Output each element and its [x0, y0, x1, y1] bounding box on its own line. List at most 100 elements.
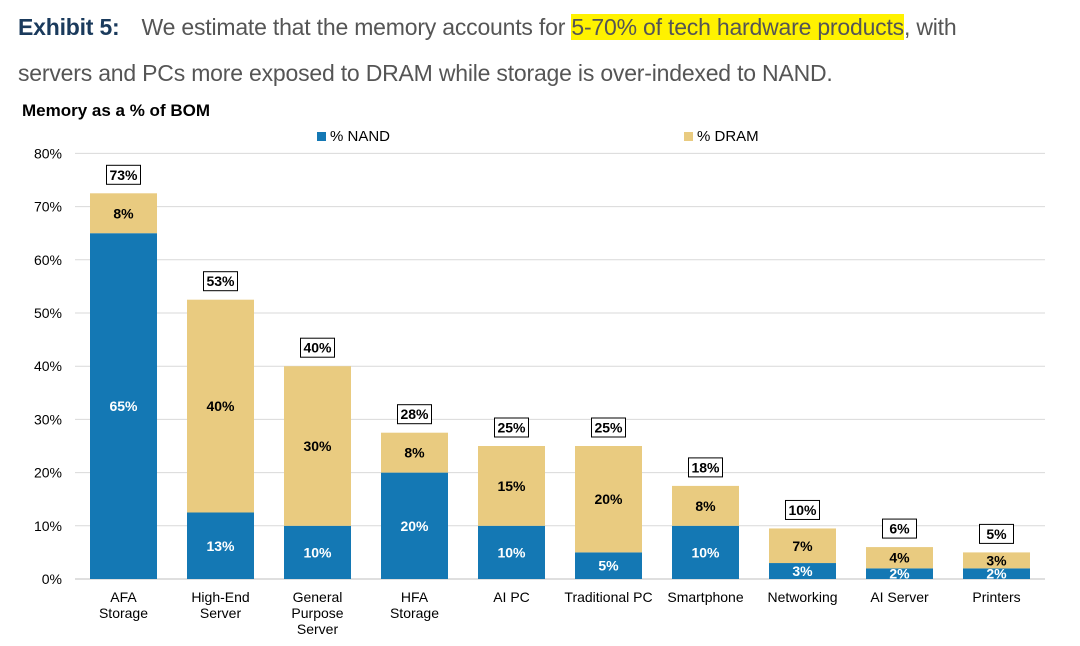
header-text-after: , with: [903, 14, 957, 40]
data-label-nand: 5%: [598, 558, 619, 574]
exhibit-label: Exhibit 5:: [18, 14, 120, 40]
data-label-nand: 10%: [691, 544, 720, 560]
bar-nand: [963, 568, 1030, 579]
header-line-2: servers and PCs more exposed to DRAM whi…: [18, 60, 833, 86]
total-label: 10%: [788, 502, 817, 518]
y-axis: 0% 10% 20% 30% 40% 50% 60% 70% 80%: [34, 145, 62, 587]
bar-nand: [575, 552, 642, 579]
bar-dram: [575, 446, 642, 553]
total-label: 73%: [109, 167, 138, 183]
data-label-dram: 40%: [206, 398, 235, 414]
x-tick-label: General: [293, 589, 343, 605]
total-label-box: [494, 417, 529, 438]
total-label-box: [979, 523, 1014, 544]
header-highlight: 5-70% of tech hardware products: [571, 14, 904, 40]
total-label-box: [882, 518, 917, 539]
total-label-box: [688, 457, 723, 478]
data-label-dram: 8%: [695, 498, 716, 514]
bar-nand: [284, 525, 351, 579]
x-tick-label: Traditional PC: [564, 589, 652, 605]
total-label-box: [203, 271, 238, 292]
bar-nand: [672, 525, 739, 579]
bar-dram: [187, 299, 254, 513]
stacked-bar-chart: Memory as a % of BOM % NAND % DRAM 0% 10%…: [22, 101, 1045, 637]
data-label-dram: 3%: [986, 552, 1007, 568]
data-label-nand: 65%: [109, 398, 138, 414]
x-tick-label: AI Server: [870, 589, 929, 605]
total-label-box: [106, 164, 141, 185]
bar-nand: [769, 563, 836, 579]
y-tick-label: 50%: [34, 305, 62, 321]
bar-dram: [866, 547, 933, 569]
total-label: 25%: [594, 420, 623, 436]
x-tick-label: Storage: [99, 605, 148, 621]
y-tick-label: 10%: [34, 518, 62, 534]
bar-dram: [284, 366, 351, 526]
y-tick-label: 30%: [34, 411, 62, 427]
x-tick-label: High-End: [191, 589, 249, 605]
total-label: 25%: [497, 420, 526, 436]
x-tick-label: Server: [297, 621, 339, 637]
data-label-nand: 2%: [986, 566, 1007, 582]
data-label-dram: 7%: [792, 538, 813, 554]
chart-legend: % NAND % DRAM: [317, 128, 759, 145]
total-label-box: [397, 404, 432, 425]
data-label-nand: 3%: [792, 563, 813, 579]
chart-title: Memory as a % of BOM: [22, 101, 210, 120]
data-label-nand: 10%: [303, 544, 332, 560]
x-tick-label: AI PC: [493, 589, 530, 605]
legend-label-dram: % DRAM: [697, 128, 759, 145]
y-tick-label: 70%: [34, 199, 62, 215]
y-tick-label: 80%: [34, 145, 62, 161]
x-tick-label: AFA: [110, 589, 137, 605]
total-label: 5%: [986, 526, 1007, 542]
total-label-box: [591, 417, 626, 438]
y-tick-label: 60%: [34, 252, 62, 268]
bar-dram: [963, 552, 1030, 569]
bar-dram: [672, 485, 739, 526]
bar-dram: [90, 193, 157, 234]
y-tick-label: 40%: [34, 358, 62, 374]
data-label-dram: 4%: [889, 550, 910, 566]
bar-dram: [769, 528, 836, 564]
y-tick-label: 20%: [34, 465, 62, 481]
header-line-1: Exhibit 5: We estimate that the memory ac…: [18, 4, 1068, 50]
total-label-box: [300, 337, 335, 358]
bar-dram: [381, 432, 448, 473]
legend-swatch-dram: [684, 132, 693, 141]
x-tick-label: Server: [200, 605, 242, 621]
total-label: 6%: [889, 521, 910, 537]
total-label: 18%: [691, 459, 720, 475]
x-tick-label: Printers: [972, 589, 1020, 605]
legend-label-nand: % NAND: [330, 128, 390, 145]
legend-swatch-nand: [317, 132, 326, 141]
bar-nand: [381, 472, 448, 579]
data-label-nand: 2%: [889, 566, 910, 582]
data-label-dram: 30%: [303, 438, 332, 454]
data-label-nand: 13%: [206, 538, 235, 554]
data-label-dram: 8%: [113, 205, 134, 221]
total-label-box: [785, 499, 820, 520]
bar-nand: [866, 568, 933, 579]
total-label: 40%: [303, 340, 332, 356]
bar-nand: [187, 512, 254, 579]
x-tick-label: Smartphone: [667, 589, 743, 605]
data-label-dram: 8%: [404, 445, 425, 461]
x-axis: AFAStorageHigh-EndServerGeneralPurposeSe…: [99, 589, 1021, 637]
bar-dram: [478, 446, 545, 526]
bar-nand: [478, 525, 545, 579]
x-tick-label: Storage: [390, 605, 439, 621]
x-tick-label: Purpose: [291, 605, 343, 621]
data-label-nand: 20%: [400, 518, 429, 534]
header-text-before: We estimate that the memory accounts for: [141, 14, 572, 40]
data-label-nand: 10%: [497, 544, 526, 560]
chart-bars: 65% 8% 73% 13% 40% 53% 10% 30% 40% 20% 8% 28% 10% 15%…: [90, 164, 1030, 582]
exhibit-header: Exhibit 5: We estimate that the memory ac…: [18, 4, 1068, 96]
total-label: 28%: [400, 406, 429, 422]
data-label-dram: 15%: [497, 478, 526, 494]
total-label: 53%: [206, 273, 235, 289]
y-tick-label: 0%: [42, 571, 62, 587]
bar-nand: [90, 233, 157, 579]
x-tick-label: HFA: [401, 589, 429, 605]
x-tick-label: Networking: [767, 589, 837, 605]
